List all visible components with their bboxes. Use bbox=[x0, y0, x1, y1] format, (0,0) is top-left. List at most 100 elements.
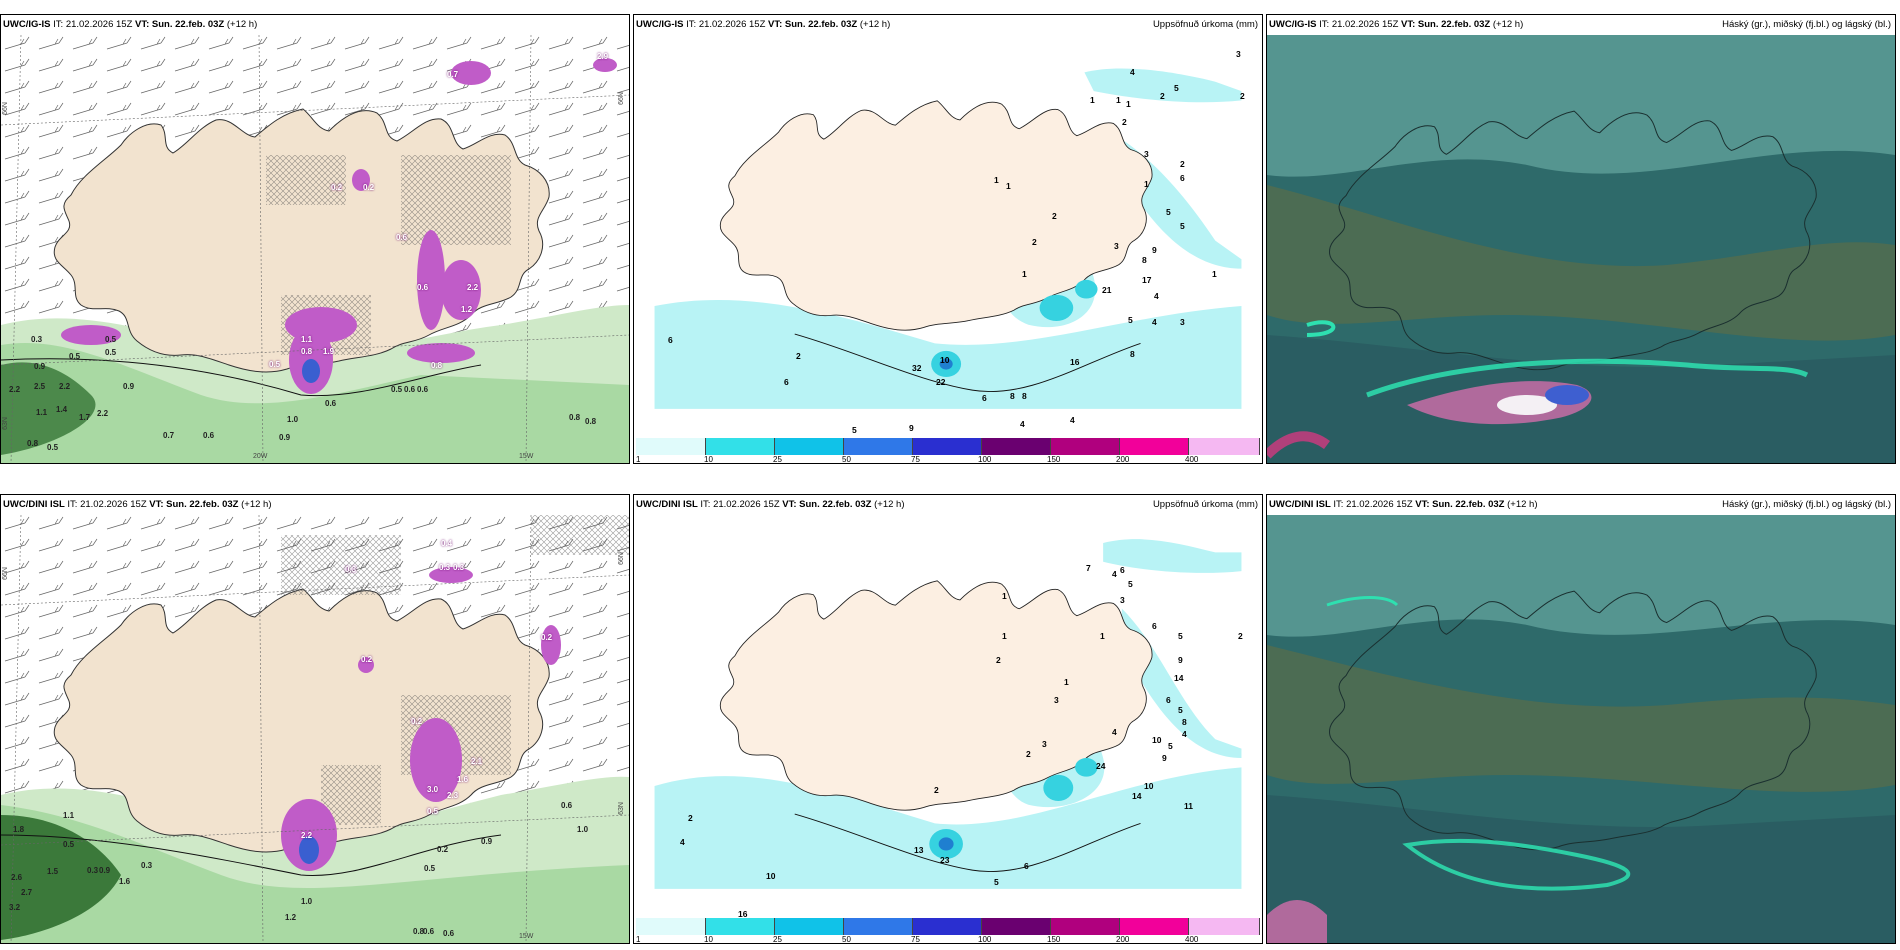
precip-value: 7 bbox=[1086, 563, 1091, 573]
precip-value: 2 bbox=[934, 785, 939, 795]
colorbar-swatch bbox=[775, 918, 844, 935]
wind-label: 0.8 bbox=[413, 927, 425, 936]
colorbar-swatch bbox=[1189, 438, 1260, 455]
precip-value: 9 bbox=[1152, 245, 1157, 255]
precip-value: 8 bbox=[1010, 391, 1015, 401]
precip-label: 0.3 bbox=[439, 563, 451, 572]
colorbar-label: 1 bbox=[636, 935, 641, 944]
panel-wind-precip-igis: UWC/IG-IS IT: 21.02.2026 15Z VT: Sun. 22… bbox=[0, 14, 630, 464]
panel-header: UWC/IG-IS IT: 21.02.2026 15Z VT: Sun. 22… bbox=[634, 15, 1262, 35]
lat-label: 66N bbox=[1, 102, 9, 115]
precip-label: 2.3 bbox=[447, 791, 459, 800]
precip-value: 1 bbox=[1006, 181, 1011, 191]
wind-label: 0.9 bbox=[279, 433, 291, 442]
lon-label: 15W bbox=[519, 453, 534, 460]
colorbar-label: 10 bbox=[704, 455, 713, 464]
precip-label: 0.6 bbox=[396, 233, 408, 242]
colorbar-swatch bbox=[636, 438, 706, 455]
precip-value: 8 bbox=[1142, 255, 1147, 265]
precip-value: 9 bbox=[1178, 655, 1183, 665]
precip-map bbox=[654, 515, 1242, 889]
wind-label: 1.6 bbox=[119, 877, 131, 886]
precip-value: 8 bbox=[1130, 349, 1135, 359]
colorbar-swatch bbox=[1051, 918, 1120, 935]
wind-label: 3.2 bbox=[9, 903, 21, 912]
wind-label: 0.9 bbox=[481, 837, 493, 846]
precip-label: 0.8 bbox=[431, 361, 443, 370]
lon-label: 15W bbox=[519, 933, 534, 940]
colorbar-label: 100 bbox=[978, 935, 992, 944]
precip-value: 2 bbox=[1238, 631, 1243, 641]
precip-value: 1 bbox=[1212, 269, 1217, 279]
precip-value: 2 bbox=[1240, 91, 1245, 101]
colorbar-swatch bbox=[913, 438, 982, 455]
panel-header: UWC/DINI ISL IT: 21.02.2026 15Z VT: Sun.… bbox=[634, 495, 1262, 515]
colorbar-label: 400 bbox=[1185, 935, 1199, 944]
precip-label: 1.9 bbox=[323, 347, 335, 356]
wind-label: 2.5 bbox=[34, 382, 46, 391]
precip-value: 1 bbox=[1100, 631, 1105, 641]
colorbar-label: 50 bbox=[842, 455, 851, 464]
colorbar-swatch bbox=[636, 918, 706, 935]
wind-label: 0.3 bbox=[31, 335, 43, 344]
precip-value: 17 bbox=[1142, 275, 1152, 285]
colorbar-label: 200 bbox=[1116, 455, 1130, 464]
wind-label: 0.6 bbox=[417, 385, 429, 394]
precip-label: 0.3 bbox=[345, 565, 357, 574]
wind-label: 0.8 bbox=[27, 439, 39, 448]
wind-label: 0.6 bbox=[404, 385, 416, 394]
wind-label: 0.9 bbox=[34, 362, 46, 371]
colorbar-label: 10 bbox=[704, 935, 713, 944]
colorbar-swatch bbox=[1120, 918, 1189, 935]
colorbar-label: 150 bbox=[1047, 935, 1061, 944]
precip-map bbox=[654, 35, 1242, 409]
colorbar-swatch bbox=[1051, 438, 1120, 455]
colorbar-swatch bbox=[775, 438, 844, 455]
panel-cloud-dini: UWC/DINI ISL IT: 21.02.2026 15Z VT: Sun.… bbox=[1266, 494, 1896, 944]
precip-value: 2 bbox=[1160, 91, 1165, 101]
lat-label: 63N bbox=[1, 417, 9, 430]
precip-value: 3 bbox=[1054, 695, 1059, 705]
precip-value: 11 bbox=[1184, 801, 1193, 811]
precip-value: 2 bbox=[1032, 237, 1037, 247]
wind-label: 0.6 bbox=[443, 929, 455, 938]
panel-accum-precip-dini: UWC/DINI ISL IT: 21.02.2026 15Z VT: Sun.… bbox=[633, 494, 1263, 944]
precip-value: 1 bbox=[1144, 179, 1149, 189]
colorbar-swatch bbox=[706, 438, 775, 455]
panel-header: UWC/DINI ISL IT: 21.02.2026 15Z VT: Sun.… bbox=[1267, 495, 1895, 515]
precip-value: 6 bbox=[1180, 173, 1185, 183]
precip-value: 24 bbox=[1096, 761, 1106, 771]
wind-label: 1.0 bbox=[577, 825, 589, 834]
lon-label: 20W bbox=[253, 453, 268, 460]
precip-label: 2.9 bbox=[597, 52, 609, 61]
wind-label: 0.9 bbox=[123, 382, 135, 391]
precip-value: 23 bbox=[940, 855, 950, 865]
wind-label: 0.7 bbox=[163, 431, 175, 440]
colorbar-label: 75 bbox=[911, 455, 920, 464]
precip-value: 6 bbox=[982, 393, 987, 403]
colorbar-swatch bbox=[1120, 438, 1189, 455]
precip-value: 2 bbox=[1122, 117, 1127, 127]
precip-value: 1 bbox=[1064, 677, 1069, 687]
wind-label: 1.7 bbox=[79, 413, 91, 422]
precip-label: 0.2 bbox=[361, 655, 373, 664]
panel-title: Uppsöfnuð úrkoma (mm) bbox=[1152, 19, 1258, 30]
colorbar-label: 100 bbox=[978, 455, 992, 464]
precip-value: 3 bbox=[1120, 595, 1125, 605]
precip-value: 4 bbox=[1112, 569, 1117, 579]
precip-label: 0.7 bbox=[447, 70, 459, 79]
precip-value: 5 bbox=[1168, 741, 1173, 751]
precip-value: 2 bbox=[796, 351, 801, 361]
precip-label: 0.6 bbox=[417, 283, 429, 292]
colorbar-swatch bbox=[1189, 918, 1260, 935]
precip-value: 6 bbox=[1120, 565, 1125, 575]
wind-label: 0.5 bbox=[105, 348, 117, 357]
cloud-map bbox=[1267, 515, 1895, 943]
precip-value: 6 bbox=[668, 335, 673, 345]
wind-label: 1.0 bbox=[301, 897, 313, 906]
colorbar: 1 10 25 50 75 100 150 200 400 bbox=[636, 918, 1260, 944]
precip-value: 9 bbox=[909, 423, 914, 433]
precip-label: 0.2 bbox=[541, 633, 553, 642]
lat-label: 66N bbox=[617, 552, 625, 565]
wind-label: 2.2 bbox=[59, 382, 71, 391]
